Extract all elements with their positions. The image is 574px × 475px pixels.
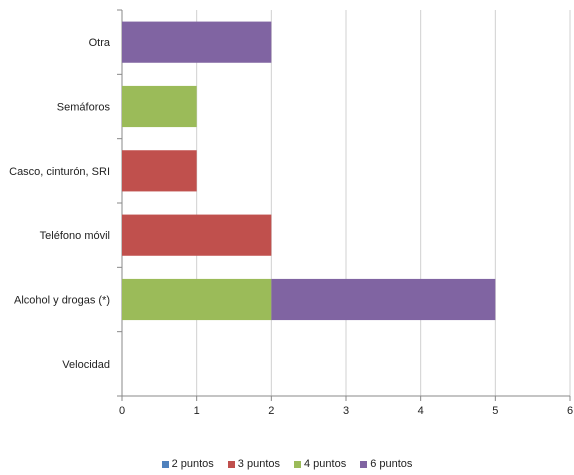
legend-item-4-puntos: 4 puntos xyxy=(294,458,346,470)
bar xyxy=(122,150,197,192)
y-tick-label: Semáforos xyxy=(57,102,111,114)
x-tick-label: 2 xyxy=(268,405,274,417)
x-tick-label: 3 xyxy=(343,405,349,417)
y-tick-label: Teléfono móvil xyxy=(40,230,110,242)
legend-item-6-puntos: 6 puntos xyxy=(360,458,412,470)
legend-label: 4 puntos xyxy=(304,458,347,470)
legend-item-3-puntos: 3 puntos xyxy=(227,458,280,470)
legend-swatch xyxy=(294,460,301,468)
bar xyxy=(122,21,272,63)
x-tick-label: 4 xyxy=(418,405,424,417)
y-tick-label: Otra xyxy=(89,37,111,49)
legend: 2 puntos 3 puntos 4 puntos 6 puntos xyxy=(0,458,574,470)
legend-swatch xyxy=(360,460,368,468)
legend-item-2-puntos: 2 puntos xyxy=(161,458,214,470)
y-tick-label: Casco, cinturón, SRI xyxy=(9,166,110,178)
y-tick-label: Velocidad xyxy=(62,359,110,371)
bar xyxy=(122,85,197,128)
bar xyxy=(122,214,272,256)
legend-label: 2 puntos xyxy=(171,458,214,470)
legend-label: 3 puntos xyxy=(237,458,280,470)
legend-label: 6 puntos xyxy=(370,458,413,470)
x-tick-label: 1 xyxy=(194,405,200,417)
bar xyxy=(271,278,496,321)
legend-swatch xyxy=(227,460,235,468)
bar xyxy=(122,278,272,321)
x-tick-label: 0 xyxy=(119,405,125,417)
x-tick-label: 6 xyxy=(567,405,573,417)
x-tick-label: 5 xyxy=(492,405,498,417)
y-tick-label: Alcohol y drogas (*) xyxy=(14,295,110,307)
legend-swatch xyxy=(161,460,169,468)
plot-area: 0 1 2 3 4 5 6 Otra Semáforos Casco, cinturón, SRI… xyxy=(9,9,573,417)
